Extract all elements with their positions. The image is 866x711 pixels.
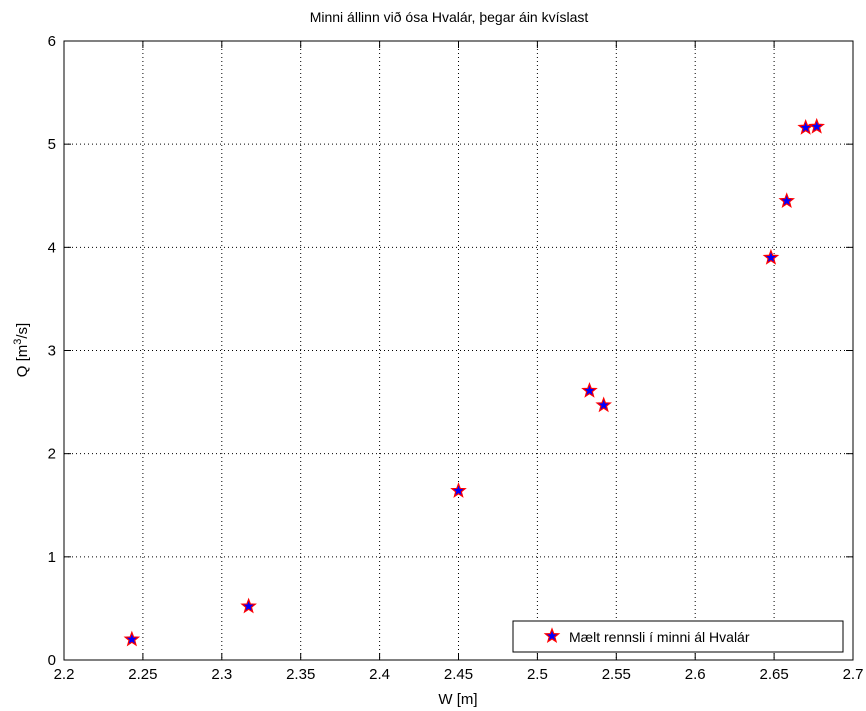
y-tick-label: 6 xyxy=(48,33,56,50)
data-point-star xyxy=(123,630,141,647)
x-tick-label: 2.2 xyxy=(54,666,75,683)
axis-ticks: 2.2 2.25 2.3 2.35 2.4 2.45 2.5 2.55 2.6 2.65 2.7 0 1… xyxy=(48,33,864,683)
y-tick-label: 2 xyxy=(48,446,56,463)
data-point-star xyxy=(240,597,257,614)
y-axis-label-superscript: 3 xyxy=(12,339,24,345)
y-tick-label: 5 xyxy=(48,136,56,153)
x-tick-label: 2.3 xyxy=(211,666,232,683)
data-point-star xyxy=(581,382,598,398)
x-tick-label: 2.25 xyxy=(128,666,157,683)
x-tick-label: 2.4 xyxy=(369,666,390,683)
data-point-star xyxy=(797,118,814,135)
x-tick-label: 2.6 xyxy=(685,666,706,683)
legend-label: Mælt rennsli í minni ál Hvalár xyxy=(569,629,750,645)
x-tick-label: 2.5 xyxy=(527,666,548,683)
data-point-star xyxy=(450,482,467,498)
x-tick-label: 2.45 xyxy=(444,666,473,683)
data-point-star xyxy=(808,117,825,134)
y-axis-label: Q [m3/s] xyxy=(12,323,31,377)
legend: Mælt rennsli í minni ál Hvalár xyxy=(512,620,844,653)
chart-title: Minni állinn við ósa Hvalár, þegar áin k… xyxy=(310,9,589,25)
x-axis-label: W [m] xyxy=(438,691,477,708)
y-tick-label: 4 xyxy=(48,239,56,256)
legend-star-marker xyxy=(543,627,561,644)
data-point-star xyxy=(778,192,796,208)
grid-lines xyxy=(64,41,853,660)
data-point-star xyxy=(762,248,780,265)
legend-star xyxy=(543,627,561,644)
x-tick-label: 2.65 xyxy=(759,666,788,683)
data-points xyxy=(123,117,825,647)
data-point-star xyxy=(595,396,612,413)
y-tick-label: 0 xyxy=(48,652,56,669)
legend-box xyxy=(512,620,844,653)
y-tick-label: 3 xyxy=(48,343,56,360)
x-tick-label: 2.7 xyxy=(843,666,864,683)
x-tick-label: 2.35 xyxy=(286,666,315,683)
x-tick-label: 2.55 xyxy=(602,666,631,683)
y-tick-label: 1 xyxy=(48,549,56,566)
